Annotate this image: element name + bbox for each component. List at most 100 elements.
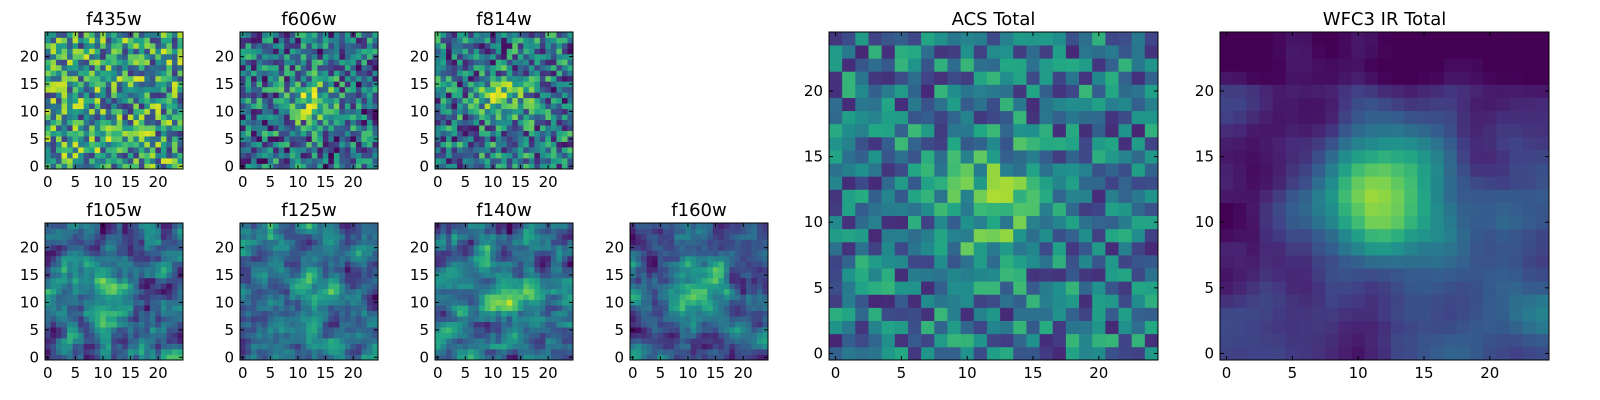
heatmap-cell bbox=[122, 108, 129, 115]
heatmap-cell bbox=[723, 233, 730, 240]
heatmap-cell bbox=[355, 277, 362, 284]
heatmap-cell bbox=[523, 158, 530, 164]
heatmap-cell bbox=[333, 81, 340, 88]
heatmap-cell bbox=[1144, 346, 1159, 361]
heatmap-cell bbox=[144, 64, 151, 71]
heatmap-cell bbox=[251, 277, 257, 284]
heatmap-cell bbox=[240, 48, 246, 55]
heatmap-cell bbox=[355, 327, 362, 333]
heatmap-cell bbox=[1013, 307, 1027, 321]
heatmap-cell bbox=[138, 141, 145, 148]
heatmap-cell bbox=[523, 277, 530, 284]
heatmap-cell bbox=[295, 86, 302, 93]
heatmap-cell bbox=[372, 64, 379, 71]
heatmap-cell bbox=[440, 53, 447, 60]
heatmap-cell bbox=[451, 130, 458, 137]
heatmap-cell bbox=[89, 294, 96, 301]
heatmap-cell bbox=[528, 59, 535, 66]
heatmap-cell bbox=[468, 272, 474, 279]
heatmap-cell bbox=[317, 255, 324, 262]
heatmap-cell bbox=[89, 59, 96, 66]
heatmap-cell bbox=[78, 321, 84, 328]
heatmap-cell bbox=[479, 233, 486, 240]
heatmap-cell bbox=[1052, 307, 1067, 321]
heatmap-cell bbox=[556, 114, 563, 121]
heatmap-cell bbox=[295, 283, 302, 290]
heatmap-cell bbox=[61, 283, 68, 290]
heatmap-cell bbox=[366, 119, 373, 126]
heatmap-cell bbox=[1026, 281, 1040, 295]
heatmap-cell bbox=[61, 147, 68, 153]
heatmap-cell bbox=[696, 316, 703, 322]
heatmap-cell bbox=[539, 130, 546, 137]
heatmap-cell bbox=[355, 81, 362, 88]
x-tick-label: 5 bbox=[461, 173, 471, 191]
heatmap-cell bbox=[289, 338, 296, 344]
heatmap-cell bbox=[127, 92, 134, 99]
heatmap-cell bbox=[105, 299, 112, 306]
heatmap-cell bbox=[468, 354, 474, 361]
heatmap-cell bbox=[523, 239, 530, 246]
heatmap-cell bbox=[701, 239, 708, 246]
heatmap-cell bbox=[284, 119, 291, 126]
heatmap-cell bbox=[89, 97, 96, 104]
heatmap-cell bbox=[1105, 294, 1119, 308]
heatmap-cell bbox=[116, 48, 123, 55]
heatmap-cell bbox=[446, 37, 452, 44]
heatmap-cell bbox=[56, 294, 62, 301]
heatmap-cell bbox=[295, 108, 302, 115]
heatmap-cell bbox=[468, 332, 474, 339]
heatmap-cell bbox=[517, 244, 524, 251]
heatmap-cell bbox=[50, 349, 57, 355]
heatmap-cell bbox=[372, 158, 379, 164]
heatmap-cell bbox=[762, 250, 769, 257]
heatmap-cell bbox=[451, 266, 458, 273]
heatmap-cell bbox=[506, 244, 513, 251]
heatmap-cell bbox=[745, 223, 752, 229]
heatmap-cell bbox=[751, 338, 758, 344]
heatmap-cell bbox=[366, 163, 373, 170]
heatmap-cell bbox=[61, 321, 68, 328]
heatmap-cell bbox=[567, 92, 574, 99]
heatmap-cell bbox=[144, 294, 151, 301]
heatmap-cell bbox=[894, 281, 909, 295]
heatmap-cell bbox=[344, 114, 351, 121]
heatmap-cell bbox=[144, 141, 151, 148]
heatmap-cell bbox=[446, 283, 452, 290]
heatmap-cell bbox=[550, 239, 557, 246]
heatmap-cell bbox=[545, 92, 552, 99]
heatmap-cell bbox=[361, 103, 368, 110]
heatmap-cell bbox=[973, 241, 988, 256]
heatmap-cell bbox=[333, 125, 340, 131]
heatmap-cell bbox=[451, 32, 458, 38]
heatmap-cell bbox=[646, 305, 653, 312]
heatmap-cell bbox=[111, 316, 118, 322]
heatmap-cell bbox=[545, 158, 552, 164]
heatmap-cell bbox=[67, 239, 73, 246]
heatmap-cell bbox=[50, 250, 57, 257]
heatmap-cell bbox=[641, 343, 647, 350]
heatmap-cell bbox=[740, 310, 747, 317]
heatmap-cell bbox=[78, 283, 84, 290]
heatmap-cell bbox=[333, 327, 340, 333]
heatmap-cell bbox=[668, 255, 675, 262]
heatmap-cell bbox=[284, 354, 291, 361]
heatmap-cell bbox=[160, 310, 167, 317]
heatmap-cell bbox=[1092, 163, 1106, 177]
heatmap-cell bbox=[262, 53, 268, 60]
heatmap-cell bbox=[490, 53, 497, 60]
heatmap-cell bbox=[506, 103, 513, 110]
heatmap-cell bbox=[328, 327, 335, 333]
heatmap-cell bbox=[267, 228, 274, 235]
heatmap-cell bbox=[567, 125, 574, 131]
heatmap-cell bbox=[685, 261, 692, 268]
heatmap-cell bbox=[267, 75, 274, 82]
heatmap-cell bbox=[550, 338, 557, 344]
heatmap-cell bbox=[1026, 163, 1040, 177]
heatmap-cell bbox=[473, 250, 480, 257]
heatmap-cell bbox=[495, 86, 502, 93]
heatmap-cell bbox=[78, 272, 84, 279]
heatmap-cell bbox=[712, 266, 719, 273]
heatmap-cell bbox=[89, 70, 96, 77]
heatmap-cell bbox=[707, 255, 714, 262]
